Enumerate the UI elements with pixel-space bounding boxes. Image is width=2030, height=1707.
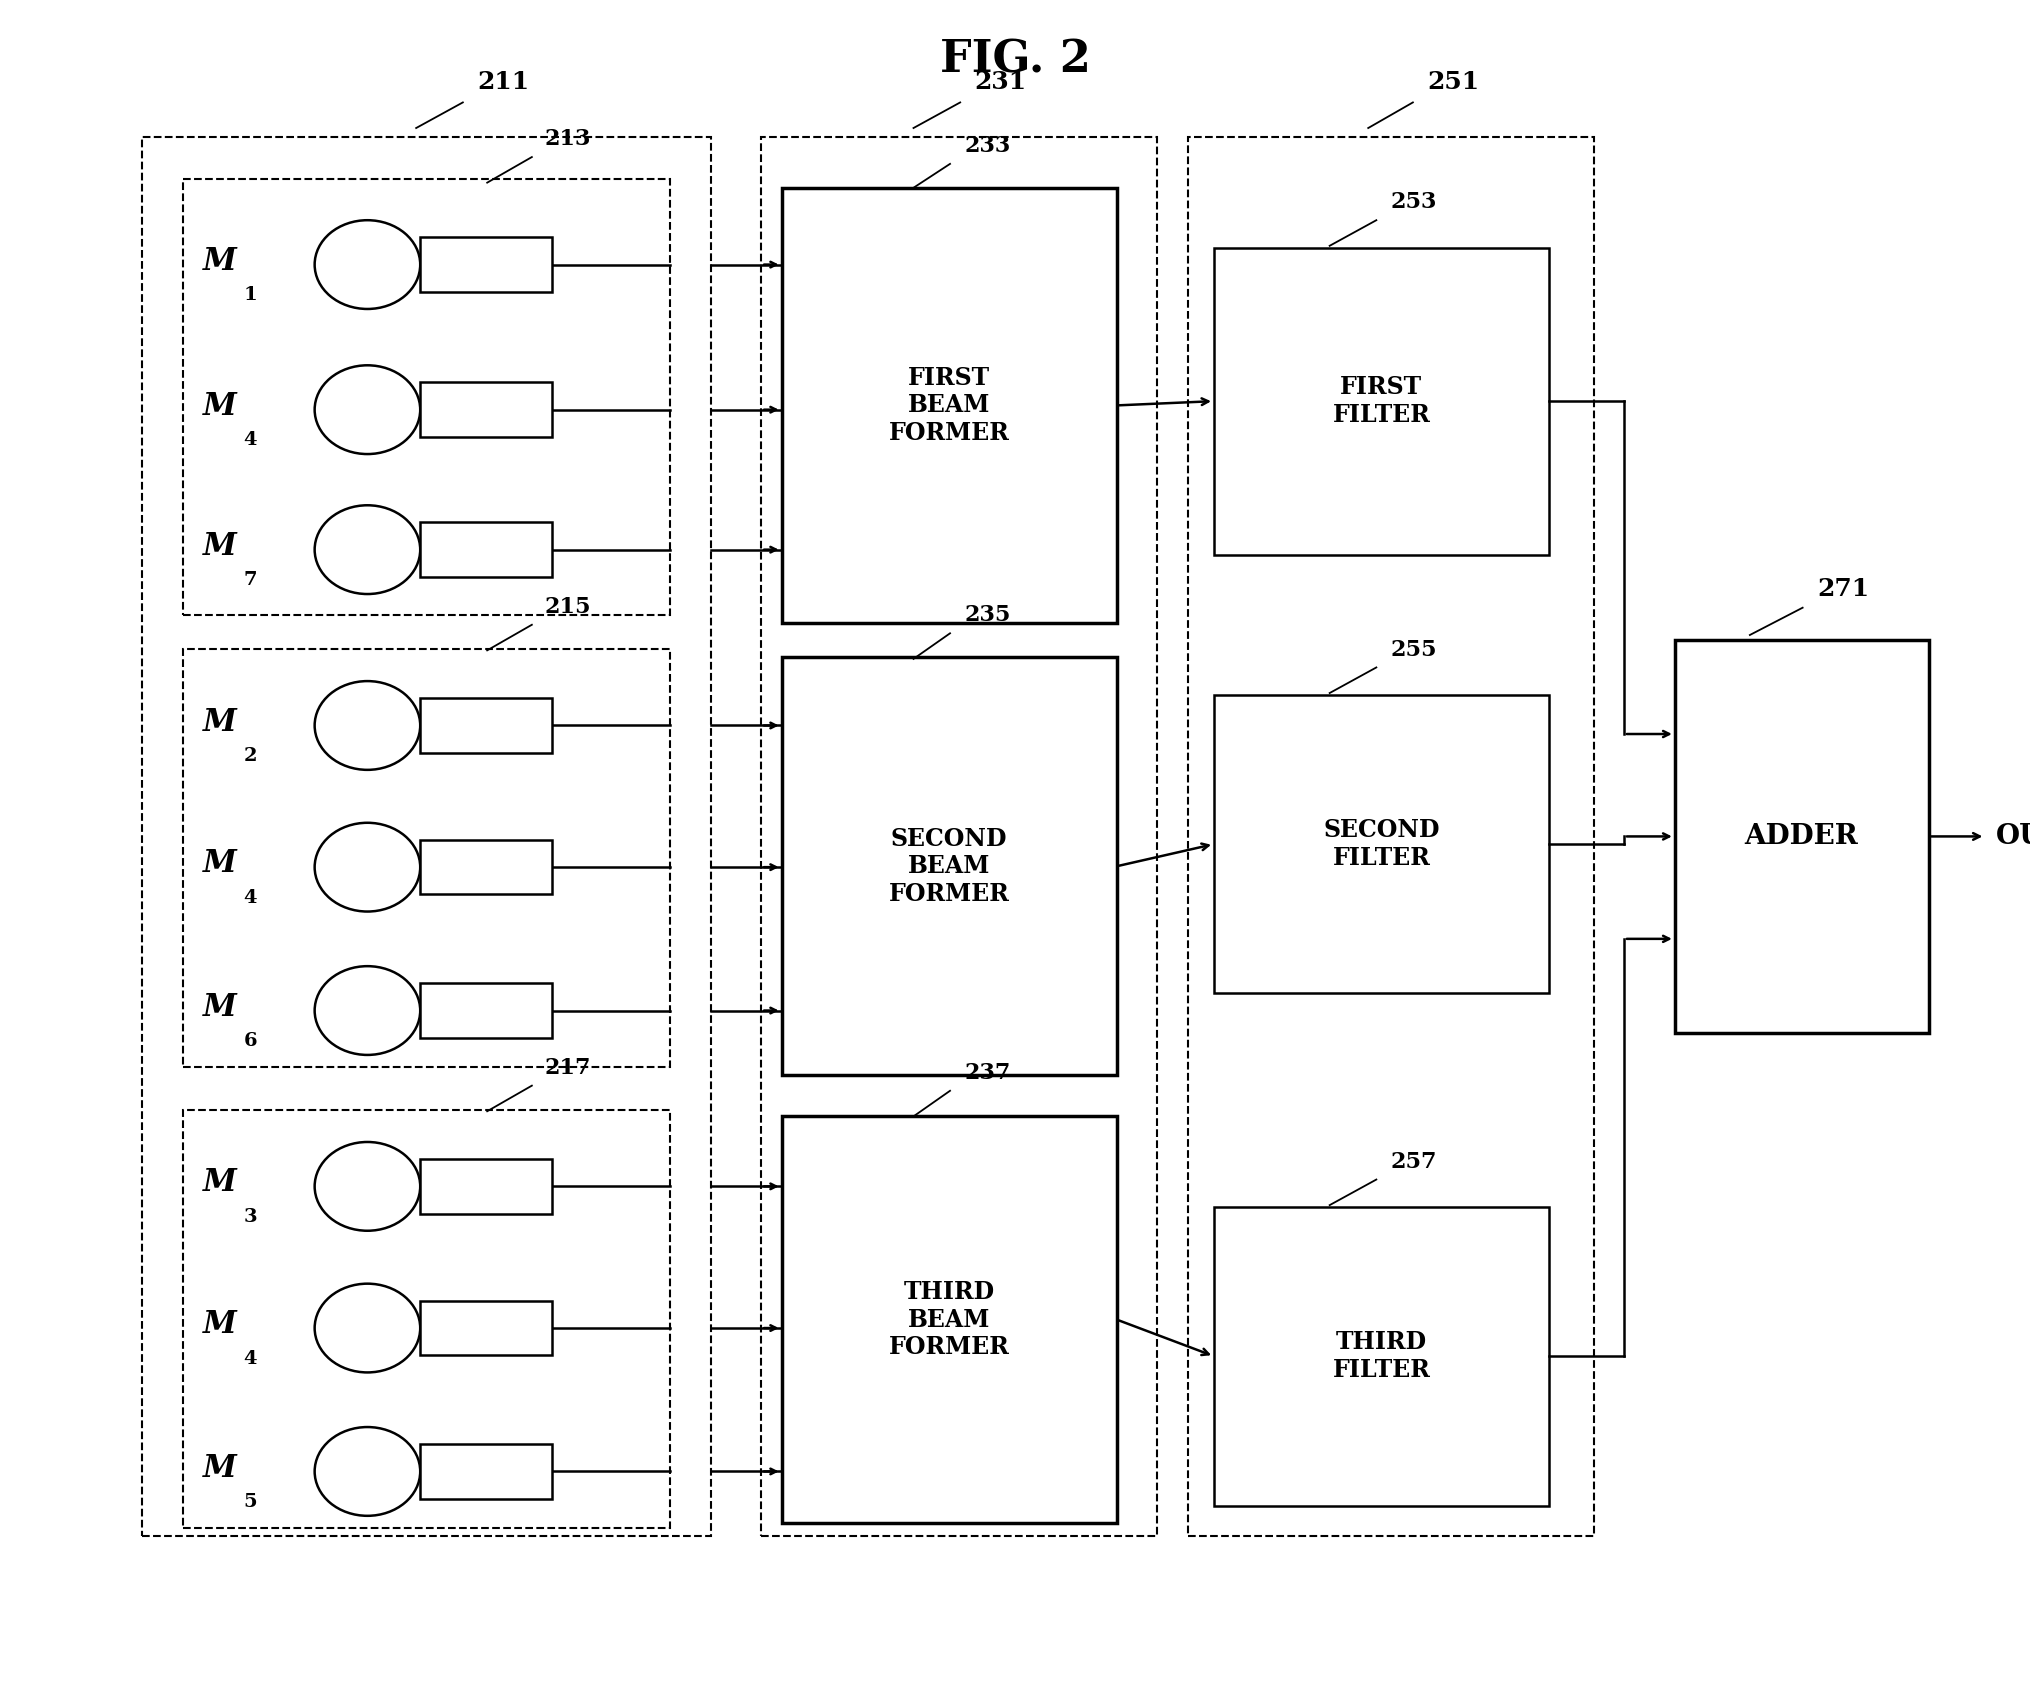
Bar: [420, 1301, 552, 1355]
Circle shape: [315, 1427, 420, 1516]
Text: FIRST
FILTER: FIRST FILTER: [1332, 376, 1431, 427]
Text: M: M: [203, 848, 238, 879]
Bar: [420, 983, 552, 1038]
Bar: [420, 840, 552, 894]
Text: THIRD
BEAM
FORMER: THIRD BEAM FORMER: [889, 1280, 1009, 1359]
Bar: [782, 657, 1116, 1075]
Bar: [183, 1110, 670, 1528]
Circle shape: [315, 681, 420, 770]
Circle shape: [315, 966, 420, 1055]
Bar: [420, 237, 552, 292]
Bar: [142, 137, 710, 1536]
Bar: [420, 1159, 552, 1214]
Text: SECOND
FILTER: SECOND FILTER: [1324, 818, 1439, 871]
Bar: [420, 698, 552, 753]
Circle shape: [315, 823, 420, 912]
Text: M: M: [203, 391, 238, 422]
Text: M: M: [203, 707, 238, 737]
Text: 4: 4: [244, 1350, 258, 1367]
Circle shape: [315, 505, 420, 594]
Bar: [1188, 137, 1594, 1536]
Bar: [420, 382, 552, 437]
Text: 4: 4: [244, 889, 258, 906]
Text: M: M: [203, 1168, 238, 1198]
Text: 213: 213: [544, 128, 591, 150]
Text: 231: 231: [974, 70, 1027, 94]
Text: THIRD
FILTER: THIRD FILTER: [1332, 1330, 1431, 1383]
Text: M: M: [203, 531, 238, 562]
Bar: [420, 522, 552, 577]
Circle shape: [315, 365, 420, 454]
Bar: [183, 649, 670, 1067]
Text: M: M: [203, 1453, 238, 1483]
Bar: [782, 1116, 1116, 1523]
Text: 237: 237: [964, 1062, 1011, 1084]
Bar: [1675, 640, 1928, 1033]
Text: M: M: [203, 992, 238, 1022]
Text: 215: 215: [544, 596, 591, 618]
Bar: [1214, 695, 1549, 993]
Text: 211: 211: [477, 70, 530, 94]
Bar: [782, 188, 1116, 623]
Text: OUTPUT: OUTPUT: [1995, 823, 2030, 850]
Text: 257: 257: [1391, 1151, 1437, 1173]
Bar: [183, 179, 670, 615]
Circle shape: [315, 1142, 420, 1231]
Text: 7: 7: [244, 572, 258, 589]
Text: 2: 2: [244, 748, 258, 765]
Bar: [761, 137, 1157, 1536]
Text: 1: 1: [244, 287, 258, 304]
Text: 5: 5: [244, 1494, 258, 1511]
Text: FIG. 2: FIG. 2: [940, 38, 1090, 82]
Text: FIRST
BEAM
FORMER: FIRST BEAM FORMER: [889, 365, 1009, 446]
Text: M: M: [203, 246, 238, 277]
Text: 235: 235: [964, 604, 1011, 626]
Text: SECOND
BEAM
FORMER: SECOND BEAM FORMER: [889, 826, 1009, 906]
Circle shape: [315, 220, 420, 309]
Text: ADDER: ADDER: [1744, 823, 1859, 850]
Text: 271: 271: [1817, 577, 1870, 601]
Bar: [1214, 1207, 1549, 1506]
Text: 255: 255: [1391, 638, 1437, 661]
Circle shape: [315, 1284, 420, 1372]
Text: 4: 4: [244, 432, 258, 449]
Text: 217: 217: [544, 1057, 591, 1079]
Bar: [1214, 248, 1549, 555]
Text: 3: 3: [244, 1209, 258, 1226]
Bar: [420, 1444, 552, 1499]
Text: 251: 251: [1427, 70, 1480, 94]
Text: 233: 233: [964, 135, 1011, 157]
Text: M: M: [203, 1309, 238, 1340]
Text: 6: 6: [244, 1033, 258, 1050]
Text: 253: 253: [1391, 191, 1437, 213]
